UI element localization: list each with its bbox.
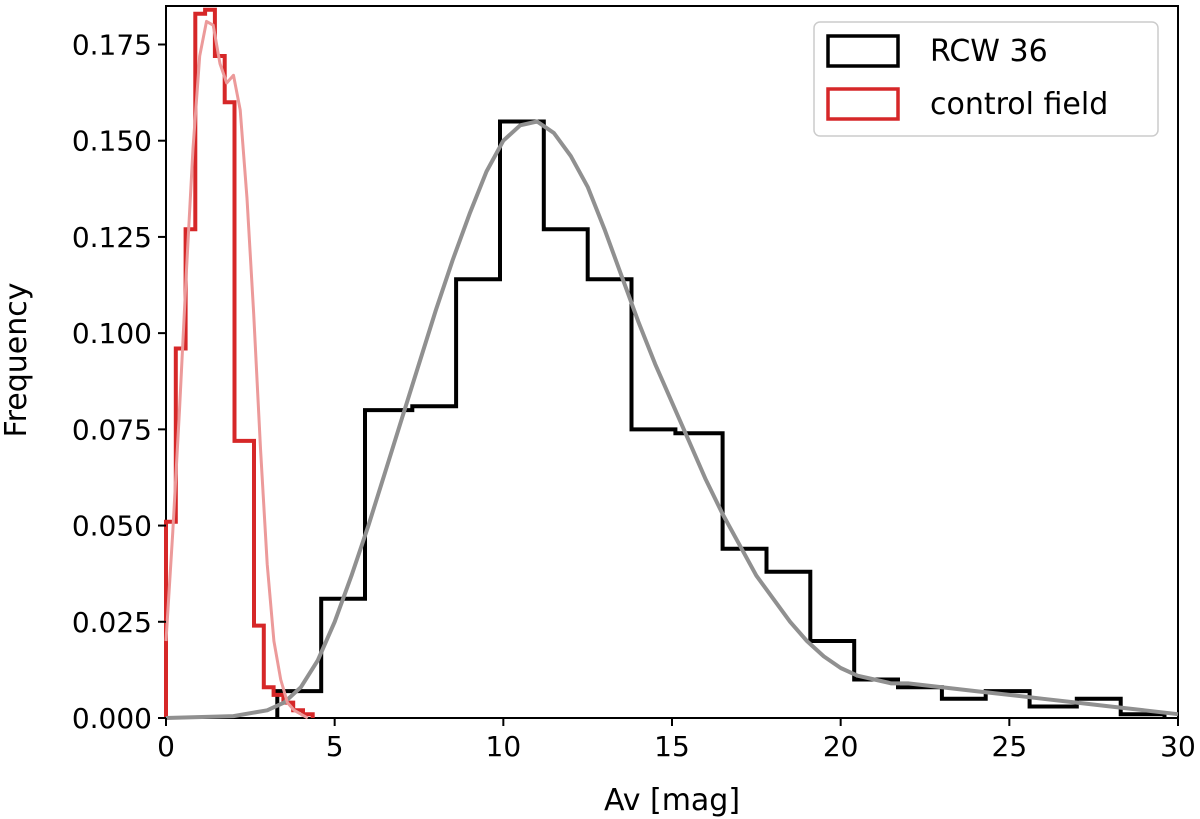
fit-curve-1	[164, 19, 309, 720]
histogram-series	[164, 7, 1167, 719]
x-axis-label: Av [mag]	[604, 783, 740, 818]
x-tick-label: 10	[486, 730, 522, 763]
fit-curve-0	[165, 119, 1179, 720]
histogram-bar	[544, 229, 588, 718]
histogram-bar	[205, 10, 215, 718]
y-axis-label: Frequency	[0, 283, 34, 438]
histogram-bar	[412, 406, 456, 718]
histogram-bar	[675, 433, 722, 718]
axis-ticks: 0 5 10 15 20 25 30 0.000 0.025 0.050 0.075 0.100 0.1…	[72, 28, 1196, 763]
x-tick-label: 30	[1160, 730, 1196, 763]
histogram-bar	[186, 229, 196, 718]
histogram-bar	[254, 626, 264, 718]
y-tick-label: 0.075	[72, 413, 152, 446]
x-tick-label: 15	[654, 730, 690, 763]
legend-box	[813, 21, 1159, 137]
legend: RCW 36 control field	[813, 21, 1159, 137]
histogram-bar	[500, 122, 544, 719]
legend-label-control-field: control field	[930, 87, 1108, 122]
legend-swatch-rcw36	[826, 34, 900, 68]
y-tick-label: 0.125	[72, 221, 152, 254]
histogram-bar	[244, 441, 254, 718]
legend-label-rcw36: RCW 36	[930, 34, 1048, 69]
y-tick-label: 0.000	[72, 702, 152, 735]
histogram-bar	[235, 441, 245, 718]
histogram-bar	[195, 14, 205, 718]
y-tick-label: 0.050	[72, 510, 152, 543]
histogram-bar	[321, 599, 365, 718]
histogram-bar	[942, 699, 986, 718]
histogram-bar	[456, 279, 500, 718]
histogram-bar	[1030, 707, 1077, 719]
x-tick-label: 0	[157, 730, 175, 763]
histogram-bar	[264, 687, 274, 718]
histogram-step-outline	[164, 7, 315, 718]
series-rcw-36	[275, 119, 1167, 719]
histogram-bar	[1121, 714, 1165, 718]
histogram-bar	[632, 429, 676, 718]
y-tick-label: 0.150	[72, 125, 152, 158]
histogram-bar	[898, 687, 942, 718]
x-tick-label: 5	[326, 730, 344, 763]
histogram-bar	[767, 572, 811, 718]
x-tick-label: 20	[823, 730, 859, 763]
histogram-bar	[225, 102, 235, 718]
histogram-bar	[588, 279, 632, 718]
y-tick-label: 0.025	[72, 606, 152, 639]
histogram-bar	[215, 56, 225, 718]
histogram-bar	[723, 549, 767, 718]
legend-swatch-control-field	[826, 87, 900, 121]
histogram-step-outline	[275, 119, 1167, 718]
y-tick-label: 0.100	[72, 317, 152, 350]
series-control-field	[164, 7, 315, 718]
y-tick-label: 0.175	[72, 28, 152, 61]
x-tick-label: 25	[992, 730, 1028, 763]
fit-curves	[164, 19, 1179, 720]
